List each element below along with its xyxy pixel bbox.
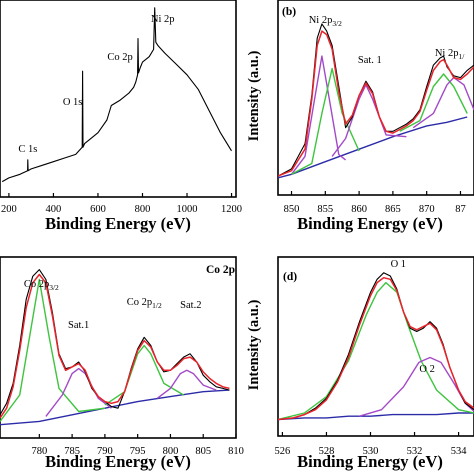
series-component_violet-line: [45, 367, 112, 417]
peak-label: Co 2p1/2: [127, 297, 162, 310]
series-component_green-line: [0, 278, 105, 422]
x-tick-label: 528: [319, 446, 335, 457]
series-envelope-line: [278, 276, 474, 421]
series-envelope-line: [278, 30, 474, 177]
x-tick-label: 87: [455, 204, 466, 215]
x-tick-label: 1000: [177, 204, 198, 215]
series-envelope-line: [0, 273, 230, 419]
x-tick-label: 526: [275, 446, 291, 457]
y-axis-title: Intensity (a.u.): [246, 300, 262, 391]
series-group: [278, 272, 474, 421]
panel-label: Co 2p: [206, 264, 235, 276]
peak-label: Ni 2p: [151, 14, 175, 25]
series-background-line: [278, 116, 468, 179]
x-tick-label: 855: [317, 204, 333, 215]
panel-label: (b): [282, 6, 296, 18]
series-raw-line: [278, 23, 474, 177]
x-tick-label: 860: [351, 204, 367, 215]
peak-label: C 1s: [18, 144, 37, 155]
series-group: [0, 269, 230, 426]
panel-label: (d): [283, 271, 297, 283]
panel-d: 526 528 530 532 534 Binding Energy (eV) Intens…: [246, 256, 474, 471]
x-tick-label: 780: [31, 446, 47, 457]
x-axis-title: Binding Energy (eV): [45, 214, 191, 233]
x-axis-title: Binding Energy (eV): [297, 452, 443, 471]
peak-label: Ni 2p3/2: [309, 15, 342, 28]
x-tick-label: 600: [90, 204, 106, 215]
x-tick-label: 785: [64, 446, 80, 457]
peak-label: Co 2p: [107, 52, 132, 63]
series-background-line: [278, 412, 474, 421]
x-tick-label: 400: [46, 204, 62, 215]
series-component_violet-line: [412, 76, 474, 129]
peak-label: O 1: [391, 259, 406, 270]
series-background-line: [0, 389, 230, 426]
x-tick-label: 865: [385, 204, 401, 215]
x-tick-label: 532: [407, 446, 423, 457]
series-raw-line: [0, 269, 230, 416]
plot-frame: [0, 0, 237, 198]
x-tick-label: 870: [419, 204, 435, 215]
series-component_green-line: [278, 281, 474, 421]
peak-label: Co 2p3/2: [24, 279, 59, 292]
panel-b: 850 855 860 865 870 87 Binding Energy (eV) Inte…: [246, 0, 474, 233]
series-component_violet-line: [290, 55, 347, 175]
x-tick-label: 850: [284, 204, 300, 215]
series-component_violet-line: [156, 369, 217, 399]
peak-label: O 2: [419, 364, 434, 375]
x-tick-label: 1200: [221, 204, 242, 215]
peak-label: Sat.2: [180, 300, 201, 311]
panel-a: 200 400 600 800 1000 1200 Binding Energy (eV) C…: [0, 0, 242, 233]
plot-frame: [277, 256, 474, 437]
panel-c: 780 785 790 795 800 805 810 Binding Energy (eV)…: [0, 256, 244, 471]
plot-frame: [0, 256, 237, 439]
series-component_violet-line: [331, 84, 407, 157]
peak-label: Sat. 1: [358, 55, 382, 66]
series-group: [1, 7, 232, 183]
x-tick-label: 795: [130, 446, 146, 457]
x-tick-label: 800: [163, 446, 179, 457]
peak-label: Sat.1: [68, 320, 89, 331]
x-tick-label: 530: [363, 446, 379, 457]
peak-label: Ni 2p1/: [435, 48, 465, 61]
x-tick-label: 790: [97, 446, 113, 457]
plot-frame: [277, 0, 474, 196]
series-component_green-line: [399, 73, 468, 132]
series-raw-line: [1, 7, 232, 183]
x-tick-label: 805: [195, 446, 211, 457]
x-axis-title: Binding Energy (eV): [297, 214, 443, 233]
series-group: [278, 23, 474, 179]
x-axis-title: Binding Energy (eV): [45, 452, 191, 471]
y-axis-title: Intensity (a.u.): [246, 51, 262, 142]
x-tick-label: 800: [135, 204, 151, 215]
x-tick-label: 534: [451, 446, 468, 457]
x-tick-label: 200: [1, 204, 17, 215]
peak-label: O 1s: [63, 97, 83, 108]
x-tick-label: 810: [228, 446, 244, 457]
